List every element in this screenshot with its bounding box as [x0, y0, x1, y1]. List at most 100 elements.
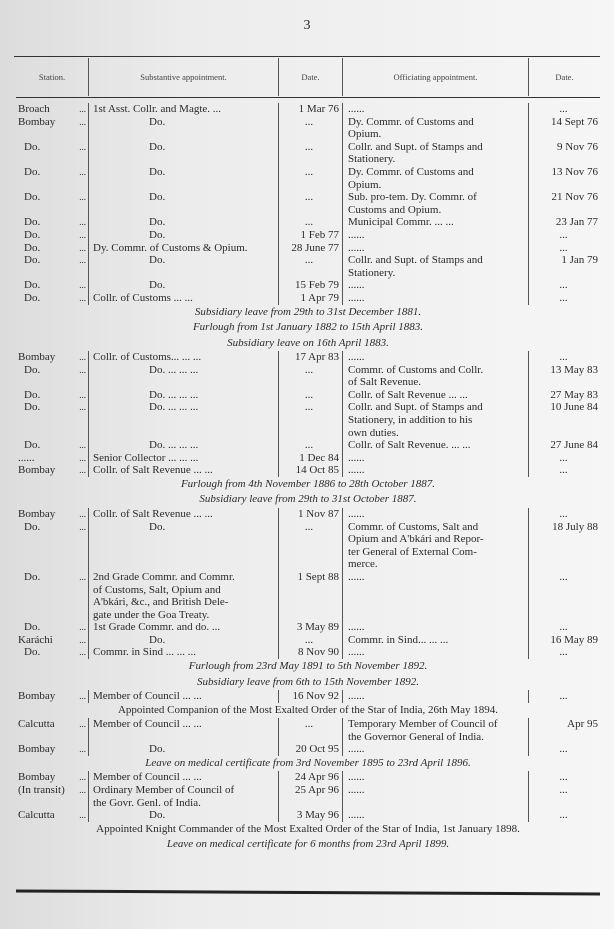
substantive-date-cell: ... [278, 140, 342, 166]
substantive-appointment-cell: Do. ... ... ... [88, 388, 278, 402]
table-row: BombayCollr. of Customs... ... ...17 Apr… [16, 351, 600, 364]
officiating-appointment-cell: ...... [342, 351, 528, 364]
table-row: BombayMember of Council ... ...24 Apr 96… [16, 771, 600, 785]
officiating-date-cell: 10 June 84 [528, 401, 600, 440]
station-cell: Do. [16, 401, 88, 439]
officiating-appointment-cell: ...... [342, 507, 528, 521]
station-cell: Bombay [16, 743, 88, 756]
substantive-appointment-cell: Do. [88, 165, 278, 192]
substantive-appointment-cell: Do. [88, 743, 278, 756]
leave-note: Subsidiary leave on 16th April 1883. [227, 336, 389, 349]
table-row: CalcuttaDo.3 May 96......... [16, 809, 600, 822]
officiating-appointment-cell: Dy. Commr. of Customs and Opium. [342, 115, 528, 141]
substantive-appointment-cell: Do. [88, 191, 278, 217]
officiating-appointment-cell: ...... [342, 451, 528, 465]
table-row: Do.Do. ... ... ......Collr. and Supt. of… [16, 401, 600, 440]
station-cell: Calcutta [16, 809, 88, 822]
substantive-appointment-cell: Do. [88, 633, 278, 647]
officiating-date-cell: 27 June 84 [528, 439, 600, 452]
station-cell: Calcutta [16, 718, 88, 743]
station-cell: Do. [16, 141, 88, 166]
officiating-date-cell: 1 Jan 79 [528, 254, 600, 280]
officiating-date-cell: 13 May 83 [528, 363, 600, 389]
officiating-date-cell: ... [528, 690, 600, 703]
station-cell: Bombay [16, 690, 88, 703]
substantive-date-cell: 1 Nov 87 [278, 507, 342, 521]
substantive-appointment-cell: Do. [88, 279, 278, 292]
table-row: BombayMember of Council ... ...16 Nov 92… [16, 690, 600, 703]
substantive-date-cell: ... [278, 216, 342, 229]
officiating-date-cell: ... [528, 784, 600, 810]
leave-note: Furlough from 23rd May 1891 to 5th Novem… [188, 660, 428, 673]
officiating-date-cell: ... [528, 646, 600, 660]
substantive-date-cell: 15 Feb 79 [278, 279, 342, 292]
table-row: Do.Dy. Commr. of Customs & Opium.28 June… [16, 241, 600, 255]
leave-note: Subsidiary leave from 6th to 15th Novemb… [196, 675, 419, 688]
officiating-appointment-cell: ...... [342, 241, 528, 255]
officiating-appointment-cell: Collr. of Salt Revenue ... ... [342, 388, 528, 402]
officiating-date-cell: ... [528, 279, 600, 292]
substantive-date-cell: 25 Apr 96 [278, 784, 342, 810]
table-row: Do.Do.1 Feb 77......... [16, 228, 600, 242]
substantive-appointment-cell: Dy. Commr. of Customs & Opium. [88, 241, 278, 255]
table-row: Do.1st Grade Commr. and do. ...3 May 89.… [16, 621, 600, 634]
station-cell: (In transit) [16, 784, 88, 809]
officiating-appointment-cell: ...... [342, 690, 528, 703]
substantive-appointment-cell: Do. [88, 809, 278, 822]
substantive-date-cell: 20 Oct 95 [278, 743, 342, 756]
officiating-appointment-cell: ...... [342, 621, 528, 634]
leave-note: Furlough from 4th November 1886 to 28th … [180, 477, 436, 490]
header-station: Station. [38, 72, 66, 82]
officiating-appointment-cell: ...... [342, 771, 528, 785]
table-row: Do.Do....Commr. of Customs, Salt and Opi… [16, 520, 600, 571]
station-cell: Do. [16, 646, 88, 659]
bottom-rule [15, 889, 601, 896]
station-cell: Do. [16, 389, 88, 402]
station-cell: Do. [16, 166, 88, 191]
officiating-date-cell: 16 May 89 [528, 633, 600, 647]
officiating-appointment-cell: ...... [342, 103, 528, 116]
table-row: Do.Commr. in Sind ... ... ...8 Nov 90...… [16, 646, 600, 660]
station-cell: Bombay [16, 351, 88, 364]
header-date: Date. [278, 58, 342, 96]
substantive-appointment-cell: Ordinary Member of Council of the Govr. … [88, 784, 278, 810]
officiating-appointment-cell: Collr. and Supt. of Stamps and Stationer… [342, 401, 528, 440]
substantive-appointment-cell: Collr. of Salt Revenue ... ... [88, 464, 278, 477]
station-cell: Karáchi [16, 634, 88, 647]
substantive-date-cell: 3 May 89 [278, 621, 342, 634]
officiating-date-cell: 18 July 88 [528, 520, 600, 571]
header-substantive-appointment: Substantive appointment. [88, 58, 278, 96]
substantive-appointment-cell: Collr. of Customs... ... ... [88, 351, 278, 364]
officiating-appointment-cell: Collr. and Supt. of Stamps and Stationer… [342, 140, 528, 166]
officiating-date-cell: 23 Jan 77 [528, 216, 600, 229]
substantive-date-cell: ... [278, 520, 342, 571]
substantive-date-cell: ... [278, 388, 342, 402]
officiating-date-cell: ... [528, 451, 600, 465]
substantive-date-cell: 8 Nov 90 [278, 646, 342, 660]
station-cell: Do. [16, 292, 88, 305]
officiating-date-cell: Apr 95 [528, 718, 600, 744]
page-number: 3 [303, 18, 311, 33]
substantive-appointment-cell: Do. [88, 115, 278, 141]
substantive-date-cell: ... [278, 718, 342, 744]
officiating-date-cell: ... [528, 621, 600, 634]
table-row: KaráchiDo....Commr. in Sind... ... ...16… [16, 633, 600, 647]
officiating-date-cell: 9 Nov 76 [528, 140, 600, 166]
station-cell: Do. [16, 229, 88, 242]
leave-note: Subsidiary leave from 29th to 31st Decem… [194, 305, 422, 318]
officiating-appointment-cell: Municipal Commr. ... ... [342, 216, 528, 229]
officiating-date-cell: ... [528, 241, 600, 255]
station-cell: Do. [16, 191, 88, 216]
table-row: Do.Do. ... ... ......Commr. of Customs a… [16, 363, 600, 389]
substantive-date-cell: 1 Dec 84 [278, 451, 342, 465]
substantive-appointment-cell: Do. [88, 254, 278, 280]
officiating-date-cell: ... [528, 228, 600, 242]
leave-note: Subsidiary leave from 29th to 31st Octob… [199, 493, 417, 506]
table-row: Do.Do....Dy. Commr. of Customs and Opium… [16, 165, 600, 192]
officiating-appointment-cell: ...... [342, 646, 528, 660]
officiating-appointment-cell: ...... [342, 464, 528, 477]
officiating-date-cell: ... [528, 570, 600, 622]
officiating-date-cell: ... [528, 771, 600, 785]
substantive-appointment-cell: Member of Council ... ... [88, 690, 278, 703]
officiating-date-cell: 14 Sept 76 [528, 115, 600, 141]
